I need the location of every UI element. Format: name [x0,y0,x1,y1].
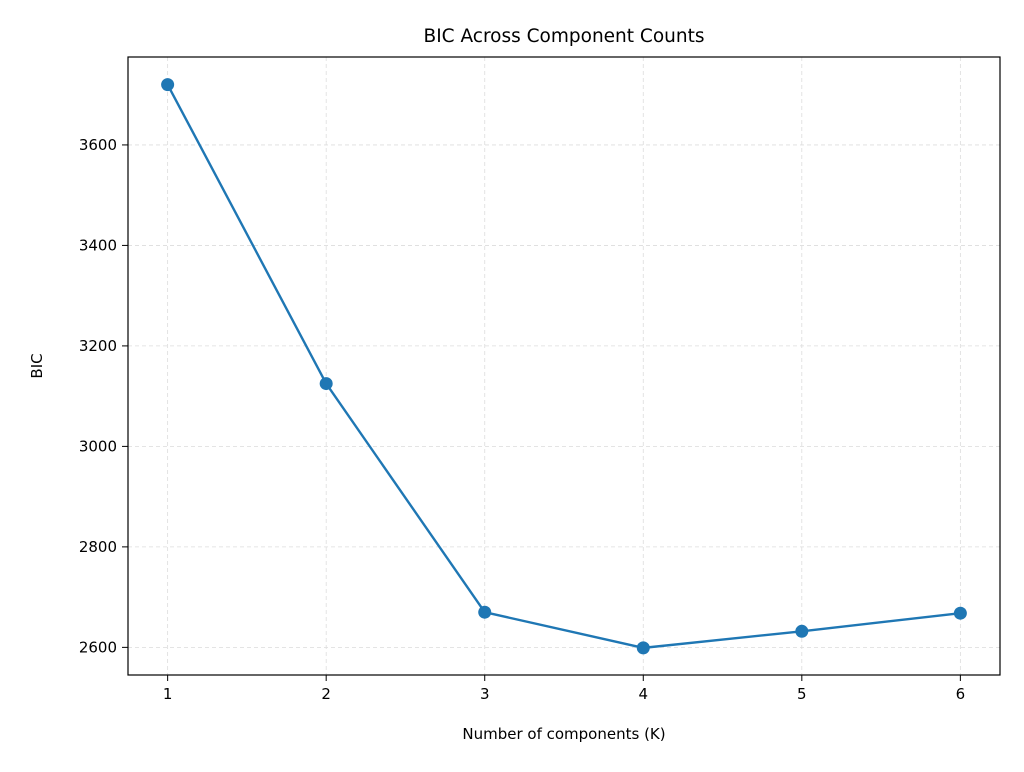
data-point-k1 [161,78,175,92]
x-axis-ticks: 1 2 3 4 5 6 [163,675,965,703]
x-tick-label: 4 [638,685,648,703]
x-tick-label: 6 [956,685,966,703]
x-tick-label: 1 [163,685,173,703]
y-tick-label: 3000 [79,437,117,455]
data-point-k2 [319,377,333,391]
y-tick-label: 3400 [79,236,117,254]
chart-title: BIC Across Component Counts [424,26,705,47]
y-tick-label: 2800 [79,538,117,556]
y-axis-label: BIC [28,353,46,378]
x-tick-label: 5 [797,685,807,703]
y-tick-label: 2600 [79,638,117,656]
data-point-k4 [636,641,650,655]
data-point-k3 [478,605,492,619]
series-line [166,83,962,650]
x-axis-label: Number of components (K) [462,725,665,743]
plot-frame [127,56,1001,676]
grid-lines [128,57,1000,675]
x-tick-label: 2 [321,685,331,703]
x-tick-label: 3 [480,685,490,703]
y-tick-label: 3200 [79,337,117,355]
data-point-k5 [795,624,809,638]
series-layer [161,78,967,655]
y-axis-ticks: 2600 2800 3000 3200 3400 3600 [79,136,128,656]
y-tick-label: 3600 [79,136,117,154]
data-point-k6 [953,606,967,620]
